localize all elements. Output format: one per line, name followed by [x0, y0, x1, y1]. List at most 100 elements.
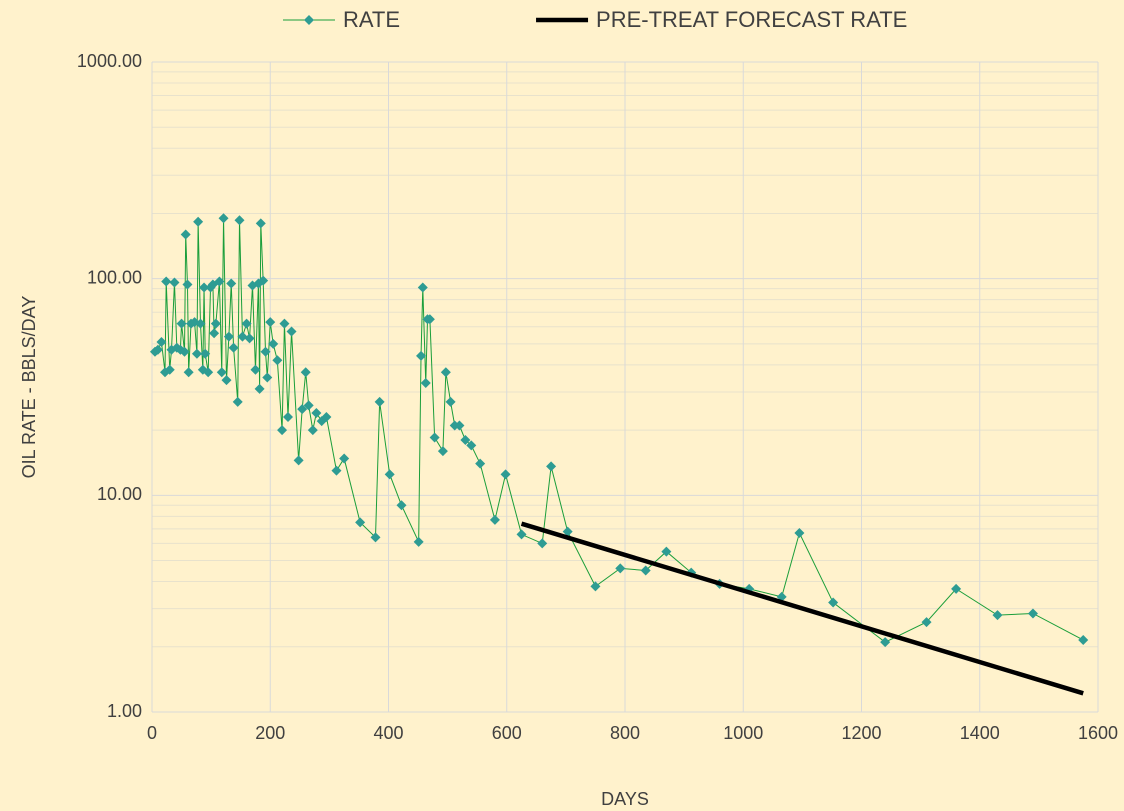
data-point — [182, 279, 193, 290]
data-point — [489, 514, 500, 525]
data-point — [1078, 634, 1089, 645]
data-point — [228, 342, 239, 353]
data-point — [475, 458, 486, 469]
y-axis-title: OIL RATE - BBLS/DAY — [19, 296, 39, 479]
x-tick-label: 200 — [255, 723, 285, 743]
data-point — [384, 469, 395, 480]
data-point — [164, 364, 175, 375]
data-point — [203, 367, 214, 378]
data-point — [221, 375, 232, 386]
data-point — [339, 453, 350, 464]
data-point — [265, 317, 276, 328]
data-point — [195, 318, 206, 329]
data-point — [590, 581, 601, 592]
x-tick-label: 800 — [610, 723, 640, 743]
data-point — [562, 526, 573, 537]
data-point — [254, 383, 265, 394]
data-point — [279, 318, 290, 329]
x-axis-title: DAYS — [601, 789, 649, 809]
x-tick-label: 0 — [147, 723, 157, 743]
data-point — [466, 440, 477, 451]
data-point — [241, 318, 252, 329]
data-point — [300, 367, 311, 378]
data-point — [272, 355, 283, 366]
data-point — [244, 333, 255, 344]
data-point — [293, 455, 304, 466]
series-line — [520, 521, 1084, 696]
data-point — [183, 367, 194, 378]
data-point — [416, 350, 427, 361]
data-point — [396, 500, 407, 511]
data-point — [176, 318, 187, 329]
data-point — [297, 404, 308, 415]
data-point — [199, 282, 210, 293]
data-point — [516, 529, 527, 540]
data-point — [255, 218, 266, 229]
x-tick-label: 1600 — [1078, 723, 1118, 743]
data-point — [210, 318, 221, 329]
data-point — [828, 597, 839, 608]
data-point — [258, 275, 269, 286]
legend-label: PRE-TREAT FORECAST RATE — [596, 7, 907, 32]
legend-marker — [304, 15, 314, 25]
data-point — [355, 517, 366, 528]
data-point — [429, 432, 440, 443]
data-point — [661, 546, 672, 557]
data-point — [216, 367, 227, 378]
data-point — [437, 446, 448, 457]
data-point — [180, 229, 191, 240]
x-tick-label: 1400 — [960, 723, 1000, 743]
data-point — [370, 532, 381, 543]
data-point — [440, 367, 451, 378]
data-point — [454, 420, 465, 431]
x-tick-label: 1000 — [723, 723, 763, 743]
data-point — [232, 396, 243, 407]
data-point — [237, 331, 248, 342]
data-point — [331, 465, 342, 476]
data-point — [794, 528, 805, 539]
data-point — [214, 276, 225, 287]
data-point — [262, 372, 273, 383]
y-tick-label: 1000.00 — [77, 51, 142, 71]
data-point — [500, 469, 511, 480]
y-tick-label: 1.00 — [107, 701, 142, 721]
data-point — [1027, 608, 1038, 619]
data-point — [218, 213, 229, 224]
data-point — [424, 314, 435, 325]
data-point — [420, 377, 431, 388]
data-point — [307, 425, 318, 436]
x-tick-label: 600 — [492, 723, 522, 743]
data-point — [226, 278, 237, 289]
data-point — [193, 216, 204, 227]
data-point — [286, 326, 297, 337]
data-point — [640, 565, 651, 576]
data-point — [260, 346, 271, 357]
data-point — [179, 346, 190, 357]
data-point — [374, 396, 385, 407]
data-point — [200, 348, 211, 359]
data-point — [992, 610, 1003, 621]
data-point — [311, 407, 322, 418]
data-point — [268, 338, 279, 349]
data-point — [303, 400, 314, 411]
data-point — [445, 396, 456, 407]
data-point — [615, 563, 626, 574]
data-point — [537, 538, 548, 549]
data-point — [247, 280, 258, 291]
data-point — [156, 337, 167, 348]
data-point — [152, 344, 163, 355]
data-point — [460, 435, 471, 446]
data-point — [417, 282, 428, 293]
data-point — [209, 328, 220, 339]
data-point — [250, 364, 261, 375]
y-tick-label: 100.00 — [87, 267, 142, 287]
x-tick-label: 1200 — [841, 723, 881, 743]
data-point — [413, 536, 424, 547]
data-point — [951, 583, 962, 594]
data-point — [321, 411, 332, 422]
data-point — [191, 348, 202, 359]
data-point — [880, 637, 891, 648]
data-point — [277, 425, 288, 436]
